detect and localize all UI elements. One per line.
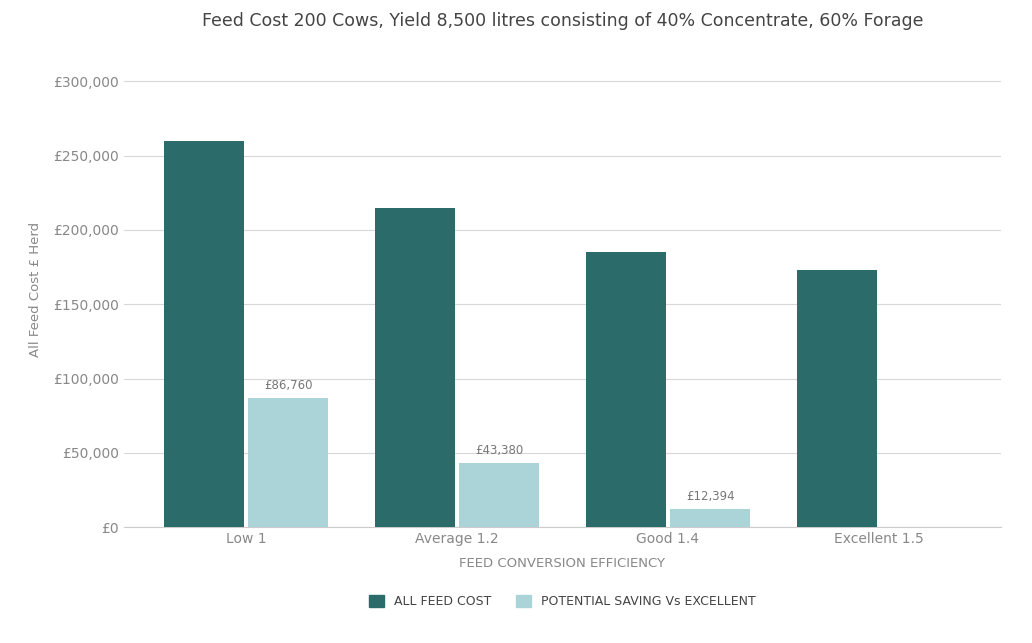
Bar [670,509,750,527]
Legend: ALL FEED COST, POTENTIAL SAVING Vs EXCELLENT: ALL FEED COST, POTENTIAL SAVING Vs EXCEL… [368,595,756,608]
Bar [164,141,244,527]
Text: £12,394: £12,394 [686,490,735,503]
Bar [375,208,455,527]
Bar [248,398,328,527]
Y-axis label: All Feed Cost £ Herd: All Feed Cost £ Herd [29,222,42,357]
Bar [585,252,666,527]
Text: £86,760: £86,760 [264,379,313,392]
Bar [797,270,877,527]
X-axis label: FEED CONVERSION EFFICIENCY: FEED CONVERSION EFFICIENCY [459,557,666,570]
Text: £43,380: £43,380 [475,444,523,457]
Bar [459,463,540,527]
Title: Feed Cost 200 Cows, Yield 8,500 litres consisting of 40% Concentrate, 60% Forage: Feed Cost 200 Cows, Yield 8,500 litres c… [201,12,924,30]
